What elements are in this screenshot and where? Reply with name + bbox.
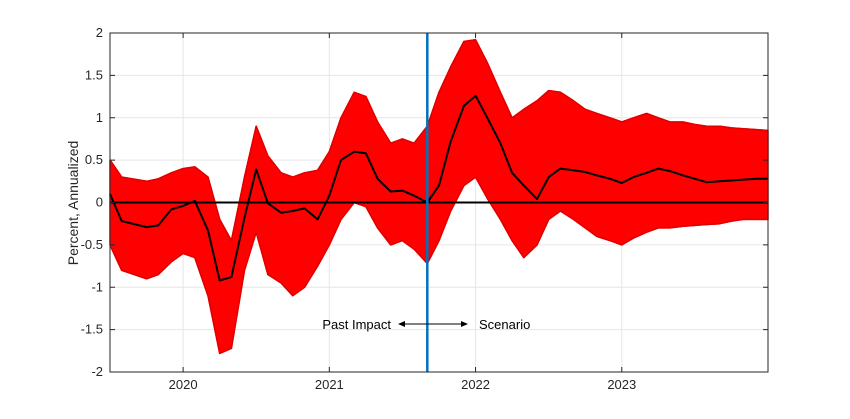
annotation-group: Past Impact Scenario (322, 317, 530, 332)
x-tick-label: 2021 (315, 377, 344, 392)
y-tick-label: 2 (96, 25, 103, 40)
y-tick-label: -2 (91, 364, 103, 379)
annotation-past-impact: Past Impact (322, 317, 391, 332)
y-tick-label: 1 (96, 110, 103, 125)
x-tick-label: 2022 (461, 377, 490, 392)
y-axis-label: Percent, Annualized (65, 141, 81, 266)
series-line-median (109, 94, 768, 282)
arrow-right-icon (461, 321, 468, 327)
y-axis-ticks: 2 1.5 1 0.5 0 -0.5 -1 -1.5 -2 (81, 25, 768, 379)
series-line-upper (109, 39, 769, 242)
y-tick-label: 0.5 (85, 152, 103, 167)
y-tick-label: 0 (96, 195, 103, 210)
x-tick-label: 2023 (607, 377, 636, 392)
y-tick-label: 1.5 (85, 67, 103, 82)
y-tick-label: -1 (91, 279, 103, 294)
x-axis-ticks: 2020 2021 2022 2023 (169, 33, 636, 392)
x-tick-label: 2020 (169, 377, 198, 392)
arrow-left-icon (398, 321, 405, 327)
y-tick-label: -1.5 (81, 322, 103, 337)
series-lines (109, 39, 769, 355)
series-line-lower (109, 176, 768, 355)
y-tick-label: -0.5 (81, 237, 103, 252)
annotation-scenario: Scenario (479, 317, 530, 332)
